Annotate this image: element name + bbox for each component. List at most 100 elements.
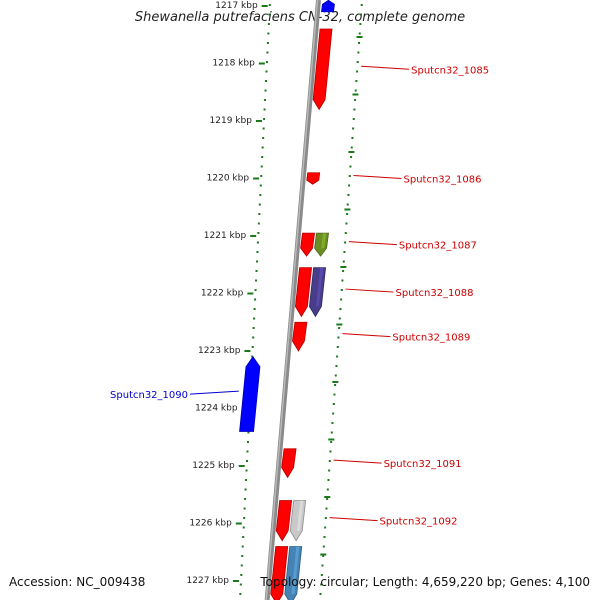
ring-dot [246,441,249,443]
ring-dot [255,279,258,282]
gene-feature-4[interactable] [314,232,330,257]
gene-arrow[interactable] [300,232,316,257]
gene-label[interactable]: Sputcn32_1087 [399,241,477,252]
gene-shading [302,267,310,307]
ring-dot [251,355,254,358]
gene-Sputcn32_1089[interactable] [292,321,308,352]
ring-dot [254,289,257,291]
gene-arrow[interactable] [284,546,303,600]
kbp-tick-label: 1226 kbp [189,519,232,529]
gene-shading [291,546,300,594]
ring-dot [256,251,259,253]
gene-labels[interactable]: Sputcn32_1085 Sputcn32_1086 Sputcn32_1087 S… [110,65,489,527]
gene-arrow[interactable] [289,500,307,542]
gene-Sputcn32_1085[interactable] [312,28,333,111]
ring-dot [246,450,249,453]
ring-dot [257,222,260,225]
gene-features[interactable] [239,0,335,600]
ring-dot [336,355,339,358]
ring-dot [261,156,264,158]
gene-label[interactable]: Sputcn32_1086 [404,175,482,186]
ring-dot [260,165,263,168]
ring-dot [350,146,353,149]
ring-dot [334,384,337,386]
ring-dot [339,308,342,310]
gene-arrow[interactable] [294,267,313,318]
gene-arrow[interactable] [281,448,297,479]
ring-dot [258,203,261,206]
ring-dot [257,232,260,234]
ring-dot [351,137,354,139]
ring-dot [251,346,254,348]
gene-leader-line [353,175,402,179]
gene-leader-line [361,65,410,70]
kbp-tick [244,350,251,352]
ring-dot [268,13,271,16]
gene-shading [328,4,333,12]
ring-dot [261,146,264,149]
gene-arrow[interactable] [270,546,289,600]
gene-label[interactable]: Sputcn32_1092 [380,517,458,528]
accession-text: Accession: NC_009438 [9,575,146,589]
gene-Sputcn32_1086[interactable] [306,172,321,185]
ring-dot [356,70,359,73]
ring-dot [328,469,331,472]
ring-dot [240,564,243,567]
ring-dot [338,317,341,320]
gene-feature-6[interactable] [308,267,327,318]
ring-dot [344,241,347,244]
ring-dot [336,346,339,348]
backbone [264,0,321,600]
gene-arrow[interactable] [314,232,330,257]
gene-arrow[interactable] [308,267,327,318]
ring-dot [342,260,345,263]
gene-Sputcn32_1088[interactable] [294,267,313,318]
gene-feature-0[interactable] [321,0,335,13]
gene-Sputcn32_1090[interactable] [239,356,261,432]
ring-dot [327,479,330,481]
ring-dot [320,583,323,586]
gene-feature-11[interactable] [289,500,307,542]
gene-label[interactable]: Sputcn32_1088 [396,288,474,299]
outer-tick [352,93,359,96]
gene-arrow[interactable] [275,500,293,542]
kbp-tick-label: 1217 kbp [215,1,258,11]
kbp-tick-label: 1219 kbp [210,116,253,126]
gene-arrow[interactable] [321,0,335,13]
gene-Sputcn32_1091[interactable] [281,448,297,479]
gene-label[interactable]: Sputcn32_1090 [110,390,188,401]
ring-dot [241,545,244,548]
gene-label[interactable]: Sputcn32_1085 [411,65,489,76]
gene-shading [316,267,324,307]
gene-shading [313,172,318,181]
backbone-line [264,0,321,600]
ring-dot [356,61,359,63]
ring-dot [253,317,256,320]
ring-dot [340,298,343,301]
gene-feature-12[interactable] [270,546,289,600]
ring-dot [344,232,347,234]
ring-dot [266,51,269,54]
ring-dot [322,555,325,557]
gene-arrow[interactable] [306,172,321,185]
gene-Sputcn32_1087[interactable] [300,232,316,257]
gene-Sputcn32_1092[interactable] [275,500,293,542]
ring-dot [265,70,268,73]
gene-label[interactable]: Sputcn32_1091 [384,459,462,470]
ring-dot [264,89,267,92]
ring-dot [324,526,327,529]
ring-dot [357,51,360,54]
outer-tick [332,381,339,383]
gene-arrow[interactable] [239,356,261,432]
ring-dot [352,118,355,120]
gene-feature-13[interactable] [284,546,303,600]
ring-dot [268,4,271,6]
ring-dot [333,393,336,396]
gene-arrow[interactable] [312,28,333,111]
ring-dot [332,403,335,405]
ring-dot [348,184,351,187]
gene-arrow[interactable] [292,321,308,352]
ring-dot [262,127,265,130]
gene-label[interactable]: Sputcn32_1089 [392,333,470,344]
